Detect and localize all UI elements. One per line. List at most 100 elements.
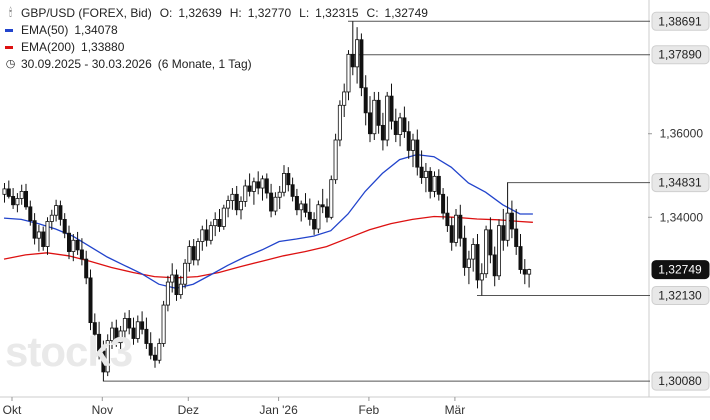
ohlc-high-label: H:: [229, 6, 242, 20]
candle-body: [178, 283, 183, 296]
legend-ema50-row[interactable]: EMA(50) 1,34078: [5, 22, 428, 39]
candle-body: [290, 184, 295, 197]
candle-body: [243, 185, 248, 202]
candle-body: [488, 229, 493, 256]
candle-body: [6, 188, 11, 197]
candle-body: [238, 201, 243, 211]
candle-body: [329, 179, 334, 218]
legend-range-row[interactable]: ◷ 30.09.2025 - 30.03.2026 (6 Monate, 1 T…: [5, 56, 428, 73]
x-tick-label: Feb: [359, 403, 380, 417]
candle-body: [204, 229, 209, 241]
candle-body: [195, 241, 200, 261]
candle-body: [527, 269, 532, 275]
candle-body: [324, 206, 329, 218]
candle-body: [54, 205, 59, 216]
candle-body: [479, 273, 484, 281]
y-tick-label: 1,34000: [660, 210, 704, 224]
candle-body: [251, 181, 256, 192]
candle-body: [385, 95, 390, 141]
price-label-box: [651, 285, 710, 305]
price-label: 1,38691: [658, 14, 702, 28]
candle-body: [41, 231, 46, 247]
candle-body: [350, 53, 355, 68]
ema200-line: [3, 215, 533, 279]
candle-body: [453, 214, 458, 243]
candle-body: [518, 246, 523, 270]
candlestick-icon: 🕯: [8, 7, 13, 19]
ohlc-high-value: 1,32770: [247, 6, 292, 20]
candle-body: [509, 212, 514, 230]
candle-body: [84, 258, 89, 279]
candle-body: [208, 225, 213, 241]
ema200-swatch: [5, 46, 13, 49]
chart-legend: 🕯 GBP/USD (FOREX, Bid) O: 1,32639 H: 1,3…: [5, 5, 428, 73]
ema50-swatch: [5, 29, 13, 32]
candle-body: [436, 175, 441, 195]
candle-body: [2, 188, 7, 195]
x-tick-label: Nov: [92, 403, 113, 417]
ema50-value: 1,34078: [74, 23, 118, 37]
candle-body: [359, 39, 364, 89]
candle-body: [157, 343, 162, 361]
candle-body: [406, 131, 411, 151]
candle-body: [187, 246, 192, 264]
candle-body: [363, 87, 368, 114]
candle-body: [367, 112, 372, 135]
y-tick-label: 1,36000: [660, 127, 704, 141]
candle-body: [144, 328, 149, 344]
candle-body: [458, 214, 463, 239]
candle-body: [152, 354, 157, 361]
candle-body: [15, 198, 20, 206]
candle-body: [320, 204, 325, 208]
candle-body: [230, 193, 235, 201]
ohlc-close-value: 1,32749: [384, 6, 428, 20]
legend-instrument-row: 🕯 GBP/USD (FOREX, Bid) O: 1,32639 H: 1,3…: [5, 5, 428, 22]
candle-body: [273, 196, 278, 212]
candle-body: [88, 277, 93, 324]
candle-body: [79, 249, 84, 260]
candle-body: [122, 318, 127, 332]
candle-body: [92, 322, 97, 335]
candle-body: [264, 178, 269, 194]
candle-body: [475, 244, 480, 281]
candle-body: [221, 207, 226, 227]
price-label: 1,32130: [658, 288, 702, 302]
ema50-line: [3, 153, 533, 289]
candle-body: [428, 170, 433, 192]
candle-body: [174, 274, 179, 296]
price-label-box: [651, 260, 710, 280]
range-detail: (6 Monate, 1 Tag): [157, 57, 252, 71]
candle-body: [312, 218, 317, 230]
candle-body: [131, 327, 136, 339]
candle-body: [307, 211, 312, 220]
candle-body: [419, 166, 424, 179]
candle-body: [97, 333, 102, 352]
candle-body: [105, 340, 110, 373]
price-label: 1,37890: [658, 48, 702, 62]
candle-body: [346, 53, 351, 93]
candle-body: [410, 139, 415, 151]
price-label: 1,34831: [658, 176, 702, 190]
candle-body: [372, 99, 377, 135]
legend-ema200-row[interactable]: EMA(200) 1,33880: [5, 39, 428, 56]
candle-body: [183, 262, 188, 285]
candle-body: [45, 221, 50, 247]
price-label-box: [651, 371, 710, 391]
candle-body: [333, 139, 338, 181]
candle-body: [445, 212, 450, 227]
ohlc-low-value: 1,32315: [315, 6, 359, 20]
candle-body: [234, 193, 239, 211]
candle-body: [299, 203, 304, 211]
candle-body: [19, 190, 24, 199]
candle-body: [28, 206, 33, 222]
candle-body: [492, 254, 497, 277]
price-label-box: [651, 45, 710, 65]
candle-body: [393, 120, 398, 135]
candle-body: [140, 321, 145, 330]
candle-body: [484, 229, 489, 275]
candle-body: [135, 321, 140, 339]
candle-body: [213, 218, 218, 227]
candle-body: [170, 274, 175, 283]
x-tick-label: Jan '26: [259, 403, 298, 417]
